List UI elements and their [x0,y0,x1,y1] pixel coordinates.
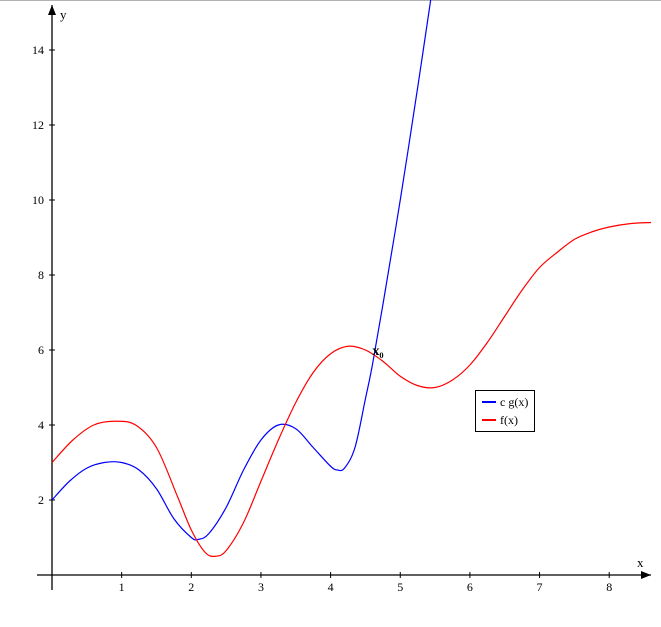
legend-item-red: f(x) [482,411,528,429]
legend-swatch-red [482,419,496,421]
svg-text:7: 7 [537,580,543,594]
legend-swatch-blue [482,401,496,403]
svg-text:8: 8 [38,268,44,282]
svg-text:2: 2 [188,580,194,594]
svg-text:3: 3 [258,580,264,594]
svg-text:1: 1 [119,580,125,594]
y-axis-label: y [60,7,67,23]
intersection-annotation: x₀ [372,344,383,360]
svg-text:14: 14 [32,43,44,57]
chart-svg: 123456782468101214 [0,0,661,622]
svg-text:4: 4 [328,580,334,594]
svg-text:6: 6 [38,343,44,357]
svg-text:12: 12 [32,118,44,132]
legend-label-blue: c g(x) [500,393,528,411]
svg-text:2: 2 [38,493,44,507]
svg-text:10: 10 [32,193,44,207]
svg-text:4: 4 [38,418,44,432]
x-axis-label: x [637,555,644,571]
svg-text:8: 8 [606,580,612,594]
legend-item-blue: c g(x) [482,393,528,411]
annotation-text: x₀ [372,344,383,359]
legend-box: c g(x) f(x) [475,390,535,432]
legend-label-red: f(x) [500,411,518,429]
svg-text:5: 5 [397,580,403,594]
chart-root: 123456782468101214 x₀ c g(x) f(x) x y [0,0,661,622]
svg-text:6: 6 [467,580,473,594]
